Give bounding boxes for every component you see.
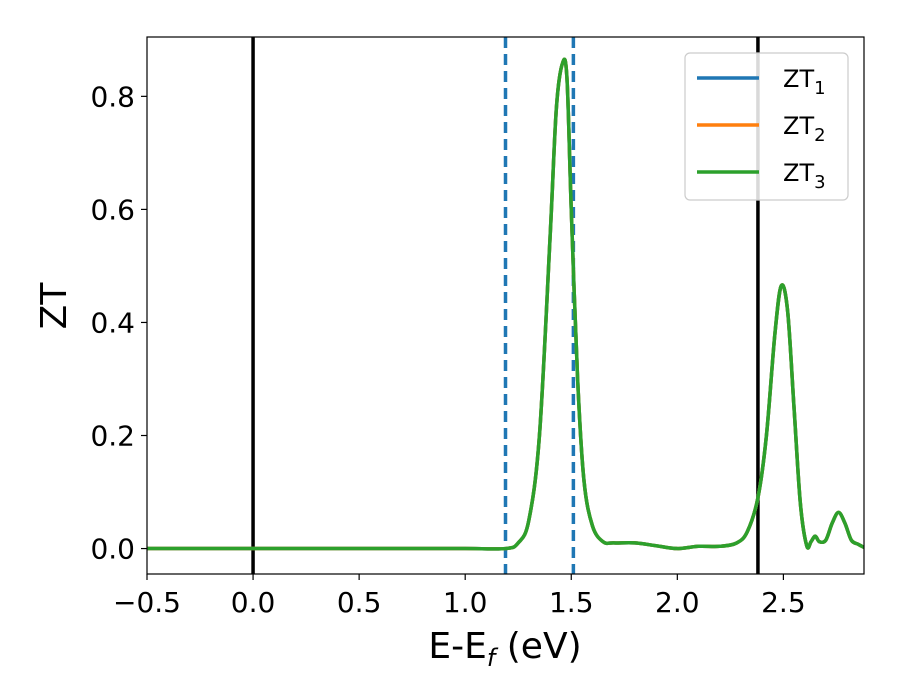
y-tick-label: 0.2 <box>90 420 135 453</box>
legend: ZT1 ZT2 ZT3 <box>684 52 849 201</box>
reference-lines <box>251 37 760 574</box>
y-tick-label: 0.6 <box>90 193 135 226</box>
y-axis: 0.0 0.2 0.4 0.6 0.8 <box>90 80 147 566</box>
legend-label: ZT2 <box>783 112 826 146</box>
x-axis: −0.5 0.0 0.5 1.0 1.5 2.0 2.5 <box>113 574 806 619</box>
legend-box <box>684 52 849 201</box>
x-tick-label: 1.0 <box>443 586 488 619</box>
x-tick-label: 2.5 <box>761 586 806 619</box>
y-tick-label: 0.0 <box>90 533 135 566</box>
x-tick-label: −0.5 <box>113 586 181 619</box>
x-tick-label: 0.5 <box>337 586 382 619</box>
plot-frame <box>146 36 865 575</box>
legend-label: ZT3 <box>783 159 826 193</box>
x-tick-label: 0.0 <box>231 586 276 619</box>
legend-label: ZT1 <box>783 65 826 99</box>
series-layer <box>147 57 864 551</box>
y-axis-label: ZT <box>34 282 75 330</box>
x-axis-label: E-Ef (eV) <box>428 626 581 672</box>
x-tick-label: 2.0 <box>655 586 700 619</box>
x-tick-label: 1.5 <box>549 586 594 619</box>
legend-item: ZT2 <box>697 112 826 146</box>
y-tick-label: 0.4 <box>90 306 135 339</box>
y-tick-label: 0.8 <box>90 80 135 113</box>
legend-item: ZT3 <box>697 159 826 193</box>
legend-item: ZT1 <box>697 65 826 99</box>
series-line-3 <box>147 57 864 551</box>
